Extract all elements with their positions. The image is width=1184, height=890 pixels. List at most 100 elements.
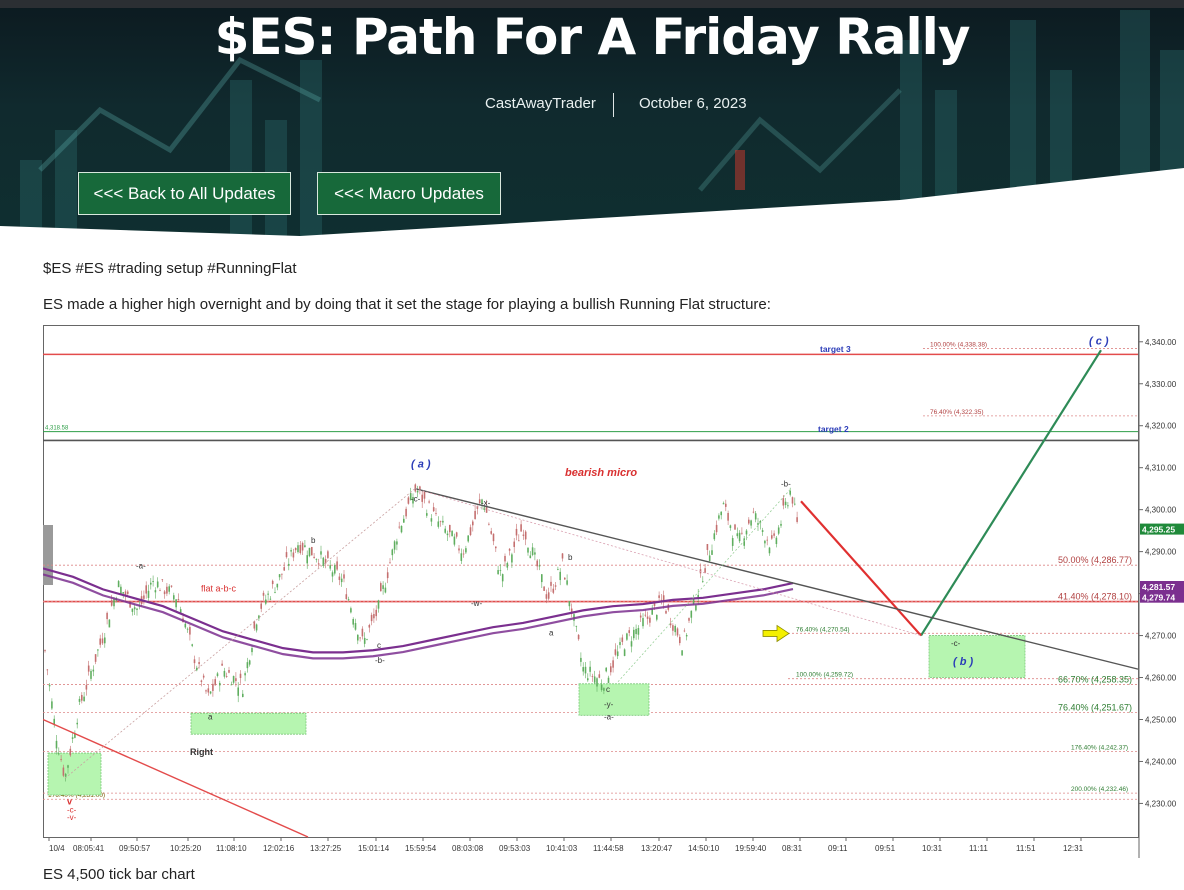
fib-label: 176.40% (4,242.37) — [1071, 745, 1128, 752]
candle-body — [449, 524, 451, 533]
candle-body — [253, 621, 256, 629]
candle-body — [202, 675, 205, 678]
candle-body — [200, 680, 203, 682]
moving-average-line — [42, 567, 794, 654]
fib-label: 50.00% (4,286.77) — [1058, 555, 1132, 565]
wave-label: ( b ) — [953, 656, 973, 668]
candle-body — [324, 559, 327, 564]
candle-body — [780, 523, 782, 526]
candle-body — [679, 636, 681, 644]
candle-body — [559, 571, 561, 581]
candle-body — [382, 585, 384, 589]
candle-body — [538, 565, 541, 567]
candle-body — [734, 524, 736, 530]
candle-body — [78, 698, 81, 702]
x-tick-label: 08:31 — [782, 844, 803, 853]
candle-body — [292, 552, 295, 558]
candle-body — [665, 610, 667, 614]
candle-body — [789, 490, 791, 495]
candle-body — [104, 637, 106, 644]
candle-body — [350, 608, 352, 613]
candle-body — [248, 660, 251, 665]
candle-body — [363, 637, 366, 644]
candle-body — [492, 533, 495, 542]
candle-body — [713, 533, 716, 540]
macro-updates-button[interactable]: <<< Macro Updates — [317, 172, 501, 215]
candle-body — [147, 590, 150, 598]
y-tick-label: 4,290.00 — [1145, 548, 1177, 557]
candle-body — [743, 538, 745, 546]
candle-body — [736, 533, 739, 537]
wave-label: Right — [190, 747, 213, 757]
candle-body — [246, 662, 249, 669]
wave-label: -b- — [375, 656, 385, 665]
candle-body — [327, 551, 329, 558]
wave-label: -a- — [136, 561, 146, 570]
candle-body — [129, 601, 131, 608]
x-tick-label: 10/4 — [49, 844, 65, 853]
candle-body — [426, 513, 428, 516]
candle-body — [656, 614, 658, 620]
candle-body — [536, 560, 538, 567]
candle-body — [759, 520, 762, 524]
candle-body — [764, 540, 766, 544]
candle-body — [610, 666, 612, 673]
candle-body — [274, 592, 276, 593]
wave-label: b — [311, 536, 316, 545]
candle-body — [674, 626, 676, 633]
candle-body — [766, 539, 768, 541]
candle-body — [301, 542, 304, 551]
candle-body — [676, 628, 679, 636]
candle-body — [741, 532, 743, 534]
candle-body — [198, 662, 200, 665]
x-tick-label: 09:51 — [875, 844, 896, 853]
candle-body — [260, 603, 262, 609]
candle-body — [513, 541, 515, 547]
post-author[interactable]: CastAwayTrader — [485, 95, 596, 112]
candle-body — [97, 649, 99, 651]
y-tick-label: 4,260.00 — [1145, 674, 1177, 683]
candle-body — [690, 610, 693, 618]
chart-background — [43, 325, 1184, 858]
x-tick-label: 19:59:40 — [735, 844, 767, 853]
candle-body — [329, 565, 331, 569]
candle-body — [639, 615, 642, 618]
candle-body — [458, 548, 460, 551]
candle-body — [322, 557, 325, 566]
candle-body — [288, 563, 290, 566]
candle-body — [262, 592, 265, 596]
candle-body — [186, 628, 189, 630]
candle-body — [108, 619, 111, 628]
candle-body — [672, 625, 674, 631]
candle-body — [133, 607, 136, 610]
candle-body — [775, 537, 778, 545]
candle-body — [409, 493, 412, 501]
wave-label: -w- — [471, 599, 482, 608]
candle-body — [628, 630, 630, 633]
candle-body — [359, 637, 361, 639]
wave-label: bearish micro — [565, 467, 637, 479]
candle-body — [398, 526, 400, 528]
candle-body — [258, 615, 260, 619]
candle-body — [143, 595, 145, 599]
candle-body — [478, 499, 481, 504]
candle-body — [239, 673, 242, 678]
candle-body — [784, 501, 787, 506]
candle-body — [60, 759, 62, 760]
candle-body — [706, 544, 709, 550]
candle-body — [642, 618, 644, 627]
candle-body — [419, 486, 421, 490]
candle-body — [407, 497, 410, 504]
top-bar — [0, 0, 1184, 8]
post-intro: ES made a higher high overnight and by d… — [43, 296, 771, 313]
candle-body — [508, 548, 511, 551]
candle-body — [396, 541, 398, 545]
moving-average-line — [42, 573, 794, 660]
candle-body — [704, 568, 706, 573]
back-to-all-updates-button[interactable]: <<< Back to All Updates — [78, 172, 291, 215]
candle-body — [757, 523, 759, 525]
post-tags: $ES #ES #trading setup #RunningFlat — [43, 260, 297, 277]
candle-body — [543, 586, 545, 591]
candle-body — [221, 663, 223, 666]
candle-body — [589, 666, 591, 672]
